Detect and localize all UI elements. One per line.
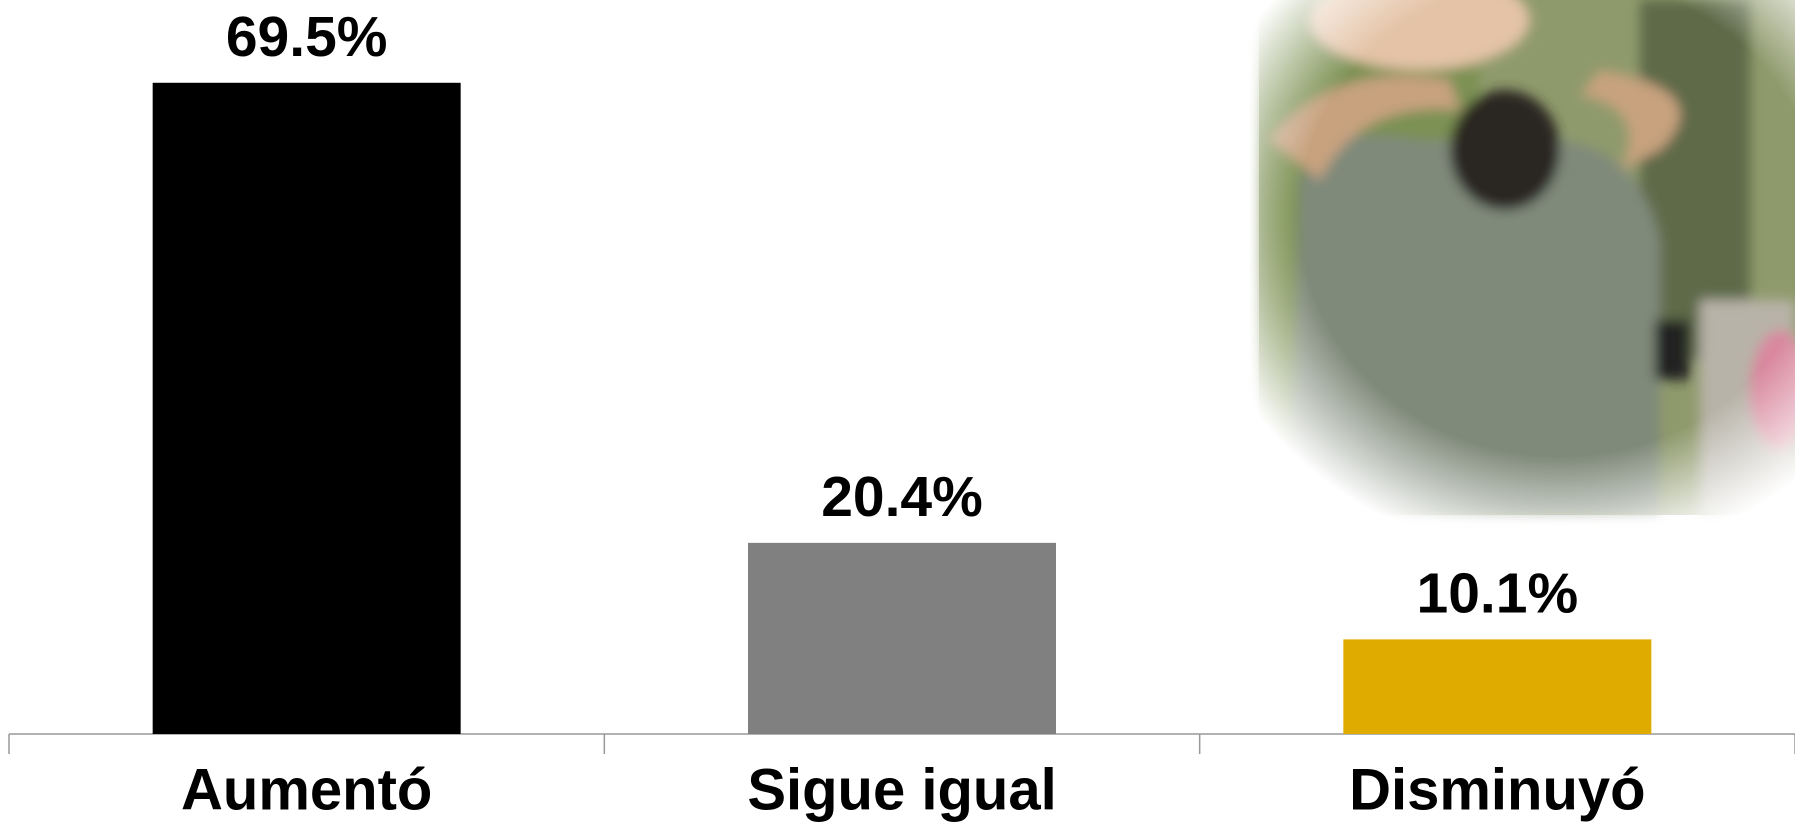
value-label: 10.1% (1417, 561, 1579, 625)
value-label: 69.5% (226, 5, 388, 69)
bar (748, 542, 1056, 734)
plot-area: 69.5% Aumentó 20.4% Sigue igual 10.1% Disminu… (8, 5, 1795, 822)
x-tick-label: Disminuyó (1349, 757, 1646, 822)
value-label: 20.4% (821, 465, 983, 529)
x-tick-label: Aumentó (181, 757, 432, 822)
x-tick-label: Sigue igual (747, 757, 1056, 822)
photo (1259, 0, 1795, 515)
bar (1343, 639, 1652, 734)
bar (152, 82, 461, 734)
